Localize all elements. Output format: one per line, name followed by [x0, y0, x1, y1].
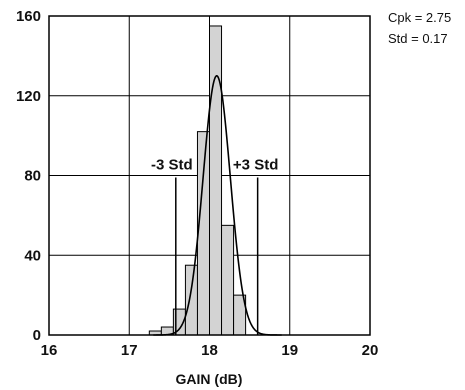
histogram-bar: [209, 25, 223, 336]
histogram-bar: [221, 224, 235, 336]
minus-3-std-label: -3 Std: [151, 156, 193, 173]
normal-fit-curve: [153, 75, 282, 336]
std-stat-label: Std = 0.17: [388, 31, 448, 46]
limit-lines: [175, 177, 259, 335]
cpk-stat-label: Cpk = 2.75: [388, 10, 451, 25]
y-axis-tick-labels: 0 40 80 120 160: [16, 8, 41, 344]
x-tick-label: 18: [201, 342, 218, 359]
y-tick-label: 80: [24, 168, 41, 185]
y-tick-label: 0: [33, 327, 41, 344]
x-tick-label: 20: [362, 342, 379, 359]
y-tick-label: 120: [16, 88, 41, 105]
plot-frame: [48, 15, 371, 336]
histogram-bar: [184, 264, 198, 336]
plus-3-std-label: +3 Std: [233, 156, 278, 173]
x-axis-title: GAIN (dB): [176, 371, 243, 387]
x-tick-label: 17: [121, 342, 138, 359]
y-tick-label: 40: [24, 247, 41, 264]
y-tick-label: 160: [16, 8, 41, 25]
histogram-bar: [196, 131, 210, 336]
x-tick-label: 16: [41, 342, 58, 359]
x-axis-tick-labels: 16 17 18 19 20: [41, 342, 379, 359]
x-tick-label: 19: [281, 342, 298, 359]
